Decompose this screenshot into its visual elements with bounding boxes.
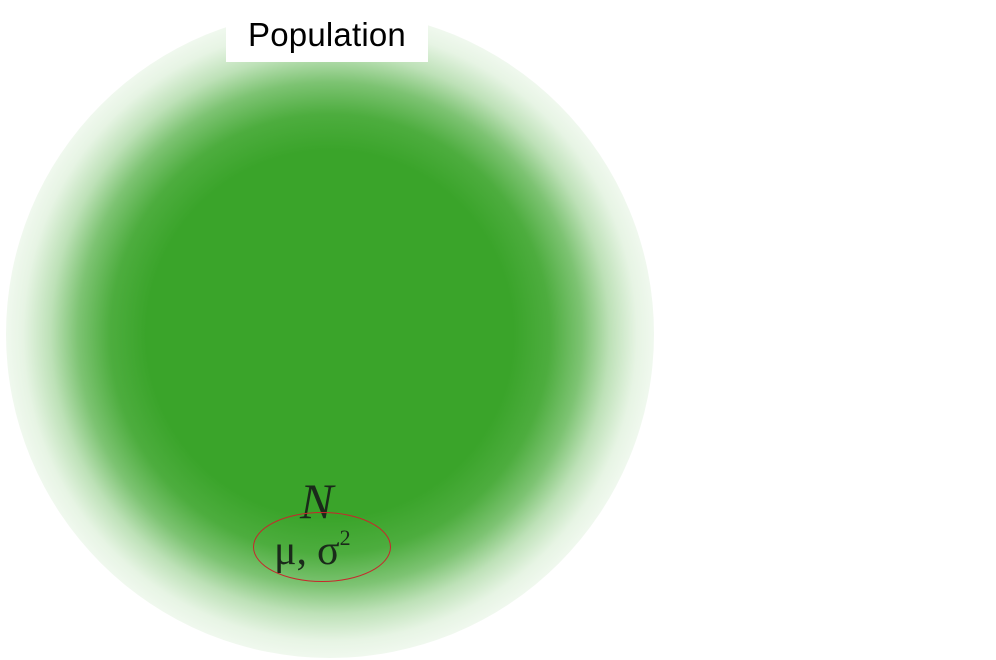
parameter-highlight-ellipse xyxy=(253,512,391,582)
title-label-box: Population xyxy=(226,8,428,62)
population-title: Population xyxy=(248,16,406,53)
